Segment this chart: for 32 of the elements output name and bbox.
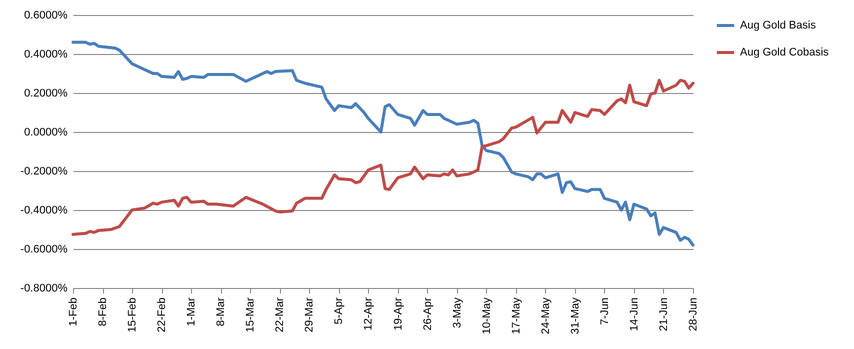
x-tick-label: 21-Jun — [658, 298, 670, 332]
x-tick-label: 7-Jun — [598, 298, 611, 326]
x-tick-label: 26-Apr — [422, 297, 434, 331]
x-tick-label: 17-May — [510, 297, 522, 334]
x-tick-label: 3-May — [451, 297, 464, 328]
x-tick-label: 14-Jun — [628, 298, 640, 332]
legend-label: Aug Gold Cobasis — [740, 46, 830, 58]
x-tick-label: 12-Apr — [362, 297, 375, 331]
y-tick-label: -0.4000% — [20, 204, 68, 216]
x-tick-label: 5-Apr — [333, 297, 346, 324]
x-tick-label: 15-Mar — [244, 297, 257, 332]
y-tick-label: -0.8000% — [20, 282, 68, 294]
x-tick-label: 1-Mar — [186, 297, 198, 326]
y-tick-label: -0.2000% — [20, 166, 68, 178]
y-tick-label: 0.0000% — [24, 126, 68, 138]
x-tick-label: 15-Feb — [126, 298, 139, 332]
x-tick-label: 19-Apr — [392, 297, 404, 331]
x-tick-label: 10-May — [480, 297, 493, 334]
y-tick-label: 0.6000% — [24, 10, 68, 22]
y-tick-label: 0.2000% — [24, 88, 68, 100]
y-tick-label: -0.6000% — [20, 244, 68, 256]
x-tick-label: 8-Mar — [215, 297, 228, 326]
x-tick-label: 22-Mar — [274, 297, 286, 332]
x-tick-label: 1-Feb — [68, 298, 80, 326]
x-tick-label: 29-Mar — [304, 297, 316, 332]
legend-label: Aug Gold Basis — [740, 20, 816, 32]
x-tick-label: 28-Jun — [688, 298, 700, 332]
x-tick-label: 24-May — [540, 297, 552, 334]
x-tick-label: 22-Feb — [156, 298, 168, 332]
x-tick-label: 31-May — [569, 297, 582, 334]
x-tick-label: 8-Feb — [97, 298, 110, 326]
y-tick-label: 0.4000% — [24, 48, 68, 60]
